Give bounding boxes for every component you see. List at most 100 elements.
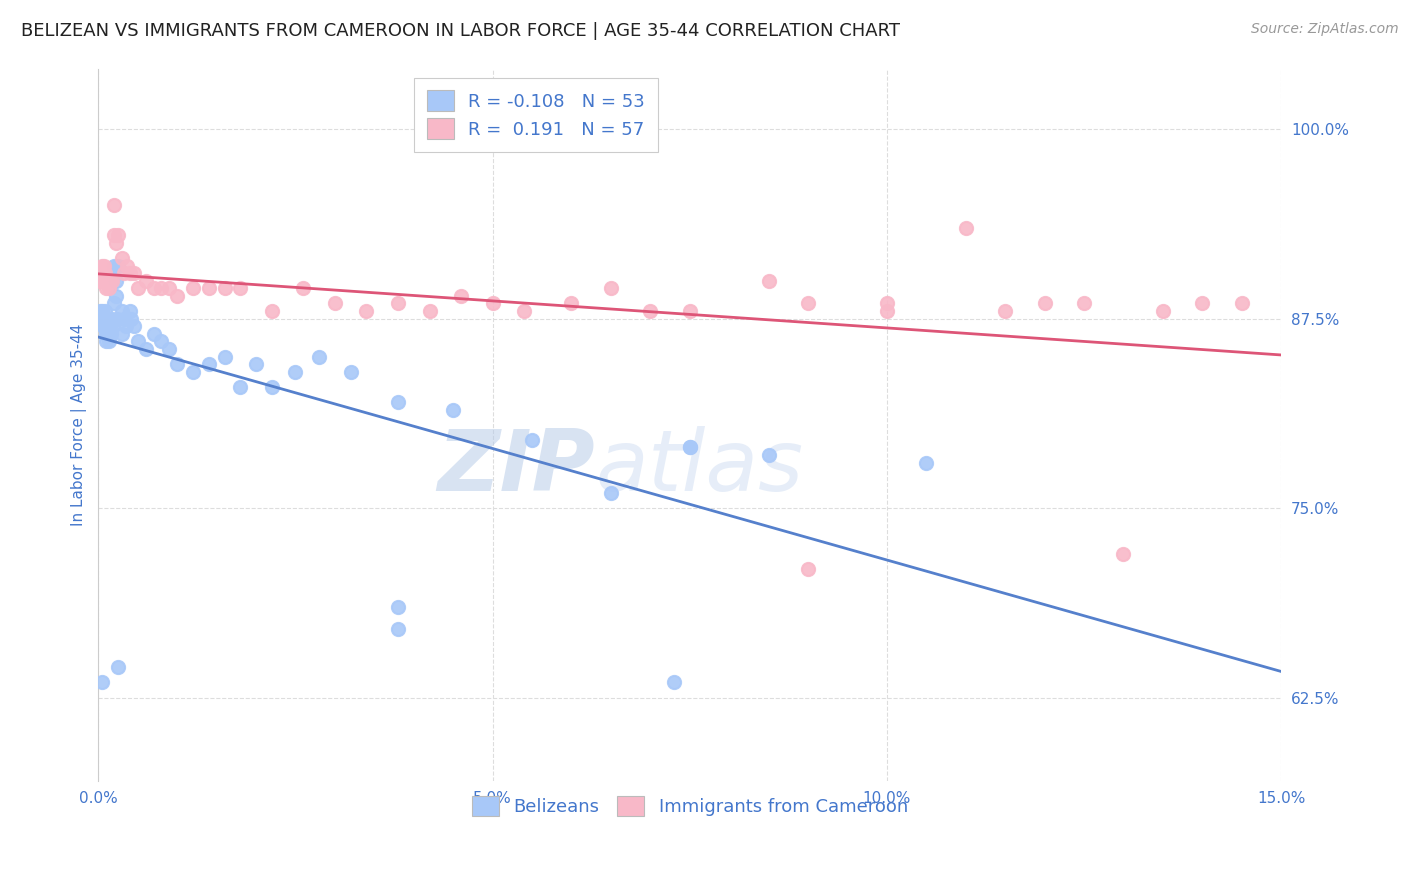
Point xyxy=(758,274,780,288)
Point xyxy=(197,357,219,371)
Point xyxy=(115,319,138,334)
Point xyxy=(513,304,536,318)
Point xyxy=(640,304,662,318)
Point xyxy=(98,274,121,288)
Text: atlas: atlas xyxy=(595,426,803,509)
Point xyxy=(229,380,252,394)
Point xyxy=(441,402,464,417)
Point xyxy=(181,281,204,295)
Text: BELIZEAN VS IMMIGRANTS FROM CAMEROON IN LABOR FORCE | AGE 35-44 CORRELATION CHAR: BELIZEAN VS IMMIGRANTS FROM CAMEROON IN … xyxy=(21,22,900,40)
Point xyxy=(107,660,129,674)
Point xyxy=(111,304,134,318)
Text: Source: ZipAtlas.com: Source: ZipAtlas.com xyxy=(1251,22,1399,37)
Point xyxy=(93,259,115,273)
Point xyxy=(112,266,135,280)
Point xyxy=(797,296,820,310)
Point xyxy=(339,365,361,379)
Point xyxy=(260,304,283,318)
Point xyxy=(118,266,141,280)
Point xyxy=(1033,296,1056,310)
Point xyxy=(197,281,219,295)
Point xyxy=(915,456,938,470)
Point xyxy=(758,448,780,462)
Point xyxy=(876,296,898,310)
Point xyxy=(91,311,114,326)
Point xyxy=(181,365,204,379)
Point xyxy=(599,486,621,500)
Point xyxy=(150,281,173,295)
Point xyxy=(142,281,165,295)
Point xyxy=(1112,547,1135,561)
Point xyxy=(97,326,120,341)
Point xyxy=(107,259,129,273)
Point xyxy=(100,311,122,326)
Point xyxy=(89,274,111,288)
Point xyxy=(96,334,118,349)
Point xyxy=(520,433,543,447)
Text: ZIP: ZIP xyxy=(437,426,595,509)
Point xyxy=(387,623,409,637)
Point xyxy=(93,311,115,326)
Point xyxy=(1230,296,1253,310)
Point xyxy=(100,274,122,288)
Point xyxy=(94,319,117,334)
Point xyxy=(93,304,115,318)
Point xyxy=(90,675,112,690)
Point xyxy=(157,281,180,295)
Point xyxy=(127,281,149,295)
Point xyxy=(90,259,112,273)
Point xyxy=(356,304,378,318)
Point xyxy=(101,319,124,334)
Point xyxy=(100,326,122,341)
Point xyxy=(105,311,128,326)
Point xyxy=(112,311,135,326)
Point xyxy=(284,365,307,379)
Point xyxy=(679,441,702,455)
Point xyxy=(103,228,125,243)
Point xyxy=(260,380,283,394)
Point xyxy=(387,599,409,614)
Point xyxy=(797,562,820,576)
Point xyxy=(97,281,120,295)
Point xyxy=(111,326,134,341)
Point xyxy=(166,289,188,303)
Point xyxy=(91,274,114,288)
Point xyxy=(157,342,180,356)
Point xyxy=(121,311,143,326)
Point xyxy=(308,350,330,364)
Point xyxy=(105,235,128,250)
Point xyxy=(135,274,157,288)
Point xyxy=(214,350,236,364)
Point xyxy=(387,296,409,310)
Point xyxy=(150,334,173,349)
Point xyxy=(292,281,315,295)
Point xyxy=(214,281,236,295)
Point xyxy=(94,274,117,288)
Y-axis label: In Labor Force | Age 35-44: In Labor Force | Age 35-44 xyxy=(72,324,87,526)
Point xyxy=(560,296,582,310)
Point xyxy=(91,266,114,280)
Point xyxy=(142,326,165,341)
Point xyxy=(481,296,503,310)
Point xyxy=(679,304,702,318)
Point xyxy=(122,266,145,280)
Point xyxy=(91,319,114,334)
Point xyxy=(97,319,120,334)
Point xyxy=(90,311,112,326)
Point xyxy=(418,304,440,318)
Point xyxy=(98,319,121,334)
Point xyxy=(135,342,157,356)
Point xyxy=(115,259,138,273)
Point xyxy=(1073,296,1095,310)
Point xyxy=(105,289,128,303)
Point xyxy=(876,304,898,318)
Point xyxy=(97,274,120,288)
Point xyxy=(89,304,111,318)
Point xyxy=(122,319,145,334)
Point xyxy=(107,228,129,243)
Point xyxy=(103,259,125,273)
Point xyxy=(98,334,121,349)
Point xyxy=(103,296,125,310)
Point xyxy=(90,304,112,318)
Point xyxy=(994,304,1017,318)
